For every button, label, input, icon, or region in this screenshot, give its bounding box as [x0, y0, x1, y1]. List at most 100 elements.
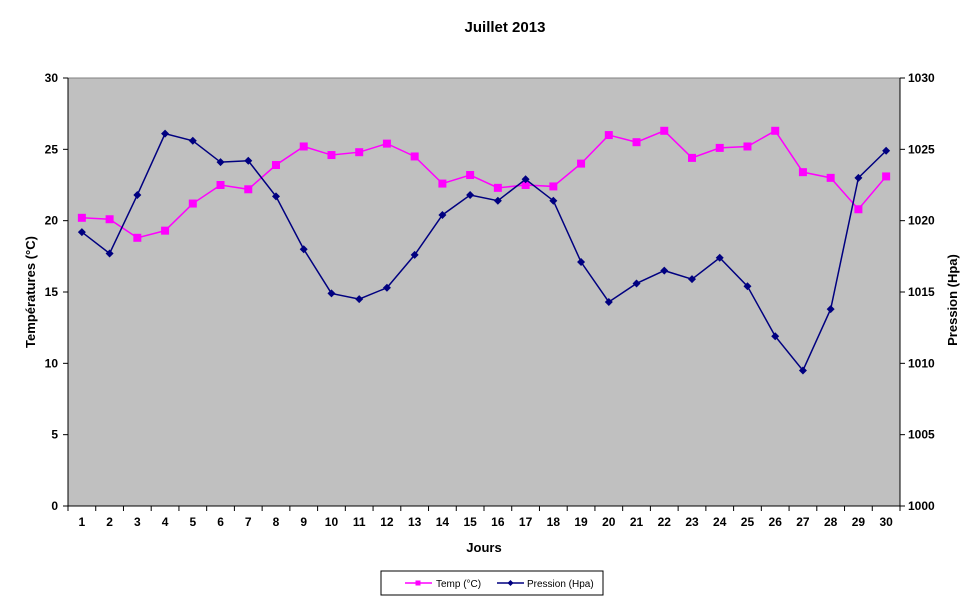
- x-tick-label: 27: [796, 515, 810, 529]
- data-point: [466, 171, 475, 180]
- data-point: [549, 182, 558, 191]
- x-tick-label: 18: [547, 515, 561, 529]
- x-tick-label: 1: [79, 515, 86, 529]
- data-point: [161, 129, 170, 138]
- data-point: [272, 192, 280, 201]
- x-tick-label: 12: [380, 515, 394, 529]
- x-axis-ticks: 1 2 3 4 5 6 7 8 9 10 11 12 13 14 15 16 17 18 19 20 21 22 23 24 2…: [67, 506, 901, 529]
- x-tick-label: 14: [436, 515, 450, 529]
- data-point: [660, 266, 669, 275]
- data-point: [382, 139, 391, 148]
- x-tick-label: 23: [685, 515, 699, 529]
- x-axis-label: Jours: [466, 540, 501, 555]
- left-tick-label: 5: [51, 428, 58, 442]
- x-tick-label: 4: [162, 515, 169, 529]
- data-point: [771, 332, 780, 341]
- data-point: [577, 258, 586, 267]
- legend: Temp (°C) Pression (Hpa): [380, 570, 604, 596]
- x-tick-label: 20: [602, 515, 616, 529]
- left-axis-ticks: 0 5 10 15 20 25 30: [45, 71, 68, 513]
- x-tick-label: 6: [217, 515, 224, 529]
- x-tick-label: 3: [134, 515, 141, 529]
- data-point: [438, 179, 447, 188]
- data-point: [244, 185, 253, 194]
- right-tick-label: 1030: [908, 71, 935, 85]
- x-tick-label: 8: [273, 515, 280, 529]
- x-tick-label: 24: [713, 515, 727, 529]
- data-point: [798, 366, 807, 375]
- data-point: [161, 226, 170, 235]
- x-tick-label: 11: [353, 515, 366, 529]
- data-point: [854, 173, 863, 182]
- data-point: [882, 146, 891, 155]
- left-tick-label: 25: [45, 142, 59, 156]
- series-temperature: [77, 126, 891, 242]
- series-line: [81, 129, 887, 239]
- left-tick-label: 0: [51, 499, 58, 513]
- data-point: [382, 283, 391, 292]
- data-point: [688, 153, 696, 162]
- data-point: [826, 305, 835, 314]
- data-point: [299, 245, 308, 254]
- y-axis-label-left: Températures (°C): [23, 236, 38, 348]
- data-point: [854, 205, 863, 214]
- data-point: [521, 181, 530, 189]
- legend-pressure-label: Pression (Hpa): [527, 579, 594, 590]
- x-tick-label: 30: [879, 515, 893, 529]
- data-point: [826, 173, 835, 182]
- data-point: [355, 295, 364, 304]
- x-tick-label: 17: [519, 515, 533, 529]
- data-point: [327, 151, 336, 160]
- data-point: [410, 152, 419, 161]
- data-point: [521, 175, 530, 184]
- data-point: [133, 233, 142, 242]
- x-tick-label: 7: [245, 515, 252, 529]
- y-axis-label-right: Pression (Hpa): [945, 254, 960, 346]
- x-tick-label: 10: [325, 515, 339, 529]
- chart-title: Juillet 2013: [465, 19, 546, 36]
- data-point: [272, 161, 280, 170]
- data-point: [105, 215, 114, 224]
- data-point: [188, 199, 197, 208]
- data-point: [327, 289, 336, 298]
- left-tick-label: 15: [45, 285, 59, 299]
- x-tick-label: 29: [852, 515, 866, 529]
- x-tick-label: 13: [408, 515, 422, 529]
- x-tick-label: 28: [824, 515, 838, 529]
- data-point: [604, 131, 613, 140]
- x-tick-label: 2: [106, 515, 113, 529]
- data-point: [493, 183, 502, 192]
- data-point: [882, 172, 891, 181]
- data-point: [632, 138, 641, 147]
- x-tick-label: 22: [658, 515, 672, 529]
- data-point: [466, 190, 475, 199]
- right-tick-label: 1025: [908, 142, 935, 156]
- data-point: [771, 126, 780, 135]
- right-axis-ticks: 1000 1005 1010 1015 1020 1025 1030: [900, 71, 935, 513]
- series-pressure: [77, 129, 891, 375]
- data-point: [299, 142, 308, 151]
- data-point: [493, 196, 502, 205]
- data-point: [216, 158, 225, 167]
- data-point: [77, 228, 86, 237]
- data-point: [438, 210, 447, 219]
- data-point: [410, 250, 419, 259]
- x-tick-label: 16: [491, 515, 505, 529]
- data-point: [105, 249, 114, 258]
- data-point: [688, 275, 696, 284]
- x-tick-label: 9: [300, 515, 307, 529]
- data-point: [549, 196, 558, 205]
- data-point: [133, 190, 142, 199]
- plot-area: [67, 77, 901, 507]
- legend-pressure-marker: [507, 580, 514, 586]
- data-point: [798, 168, 807, 177]
- data-point: [577, 159, 586, 168]
- right-tick-label: 1005: [908, 428, 935, 442]
- right-tick-label: 1010: [908, 356, 935, 370]
- data-point: [77, 213, 86, 222]
- legend-temp-label: Temp (°C): [436, 579, 481, 590]
- data-point: [216, 181, 225, 189]
- data-point: [604, 297, 613, 306]
- data-point: [188, 136, 197, 145]
